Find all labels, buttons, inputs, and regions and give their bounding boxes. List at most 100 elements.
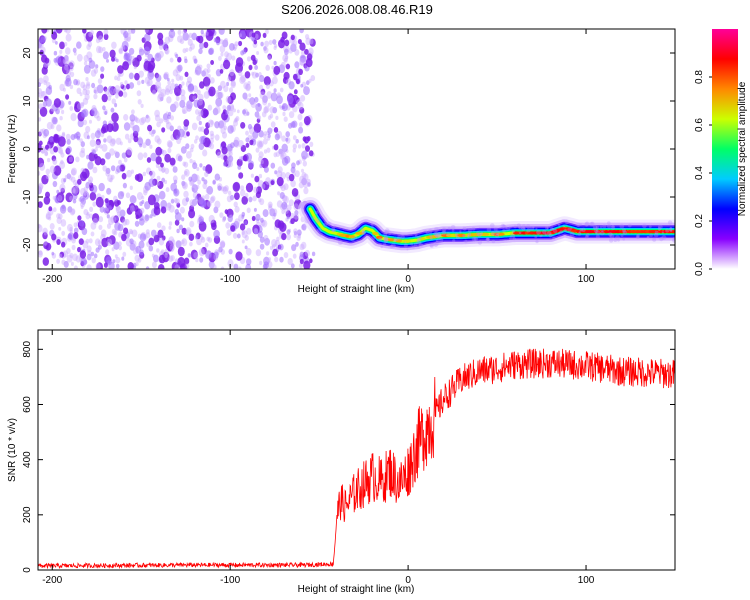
noise-speckle: [256, 51, 260, 55]
ridge-halo-speckle: [486, 237, 489, 241]
noise-speckle: [189, 158, 193, 164]
noise-speckle: [182, 109, 186, 114]
noise-speckle: [305, 34, 310, 40]
noise-speckle: [210, 195, 216, 202]
noise-speckle: [176, 135, 180, 140]
noise-speckle: [41, 54, 48, 63]
noise-speckle: [301, 177, 307, 186]
ridge-halo-speckle: [490, 231, 496, 236]
noise-speckle: [202, 166, 207, 171]
noise-speckle: [284, 155, 291, 164]
noise-speckle: [96, 115, 101, 122]
noise-speckle: [272, 107, 278, 114]
noise-speckle: [157, 229, 164, 238]
noise-speckle: [161, 166, 166, 173]
noise-speckle: [234, 136, 240, 145]
noise-speckle: [278, 243, 284, 251]
noise-speckle: [167, 80, 171, 86]
noise-speckle: [38, 201, 43, 208]
noise-speckle: [233, 201, 238, 208]
noise-speckle: [165, 119, 170, 125]
noise-speckle: [64, 175, 68, 180]
noise-speckle: [70, 208, 76, 215]
noise-speckle: [124, 80, 128, 85]
noise-speckle: [283, 195, 289, 204]
noise-speckle: [202, 149, 208, 157]
noise-speckle: [38, 182, 44, 190]
noise-speckle: [250, 173, 254, 178]
noise-speckle: [104, 111, 108, 115]
noise-speckle: [246, 56, 251, 62]
noise-speckle: [72, 186, 79, 194]
ridge-hotspot: [595, 230, 602, 234]
noise-speckle: [72, 192, 78, 200]
noise-speckle: [256, 118, 261, 123]
ridge-halo-speckle: [657, 224, 663, 230]
ridge-halo-speckle: [635, 235, 640, 240]
noise-speckle: [202, 68, 209, 77]
noise-speckle: [139, 143, 143, 148]
noise-speckle: [61, 109, 65, 115]
noise-speckle: [251, 32, 256, 38]
noise-speckle: [272, 244, 276, 249]
noise-speckle: [104, 152, 110, 159]
noise-speckle: [77, 215, 82, 221]
noise-speckle: [263, 149, 268, 154]
noise-speckle: [70, 229, 73, 234]
noise-speckle: [100, 229, 107, 237]
noise-speckle: [183, 161, 189, 168]
noise-speckle: [297, 144, 302, 149]
noise-speckle: [263, 234, 269, 242]
noise-speckle: [154, 52, 162, 62]
ridge-hotspot: [387, 238, 395, 242]
noise-speckle: [260, 217, 264, 223]
noise-speckle: [99, 144, 103, 149]
ridge-halo-speckle: [438, 233, 442, 238]
noise-speckle: [68, 175, 73, 181]
noise-speckle: [59, 161, 66, 170]
noise-speckle: [189, 220, 195, 228]
noise-speckle: [59, 41, 65, 50]
noise-speckle: [139, 117, 145, 126]
snr-x-tick-label: 0: [405, 575, 411, 586]
noise-speckle: [147, 53, 153, 62]
noise-speckle: [173, 101, 179, 109]
ridge-halo-speckle: [615, 235, 620, 241]
noise-speckle: [225, 222, 231, 229]
noise-speckle: [302, 160, 307, 167]
noise-speckle: [189, 147, 194, 153]
noise-speckle: [118, 245, 122, 251]
noise-speckle: [65, 77, 72, 87]
noise-speckle: [196, 70, 201, 76]
noise-speckle: [310, 75, 316, 82]
noise-speckle: [63, 29, 68, 33]
noise-speckle: [245, 142, 250, 148]
noise-speckle: [43, 231, 48, 236]
noise-speckle: [63, 58, 70, 67]
noise-speckle: [87, 179, 93, 186]
noise-speckle: [246, 111, 250, 116]
ridge-hotspot: [456, 233, 467, 237]
noise-speckle: [199, 136, 206, 144]
noise-speckle: [59, 183, 66, 192]
noise-speckle: [273, 88, 277, 93]
ridge-halo-speckle: [622, 237, 626, 241]
noise-speckle: [259, 243, 265, 250]
noise-speckle: [75, 156, 80, 163]
noise-speckle: [174, 258, 179, 264]
noise-speckle: [63, 260, 69, 268]
noise-speckle: [254, 111, 260, 118]
noise-speckle: [276, 176, 284, 187]
ridge-halo-speckle: [370, 222, 374, 226]
ridge-halo-speckle: [437, 231, 441, 236]
noise-speckle: [80, 187, 86, 196]
noise-speckle: [245, 83, 251, 92]
noise-speckle: [290, 121, 296, 128]
noise-speckle: [113, 195, 118, 202]
noise-speckle: [140, 116, 147, 124]
noise-speckle: [167, 141, 173, 148]
noise-speckle: [98, 216, 104, 223]
noise-speckle: [267, 127, 273, 135]
ridge-halo-speckle: [669, 227, 673, 232]
noise-speckle: [90, 231, 95, 237]
